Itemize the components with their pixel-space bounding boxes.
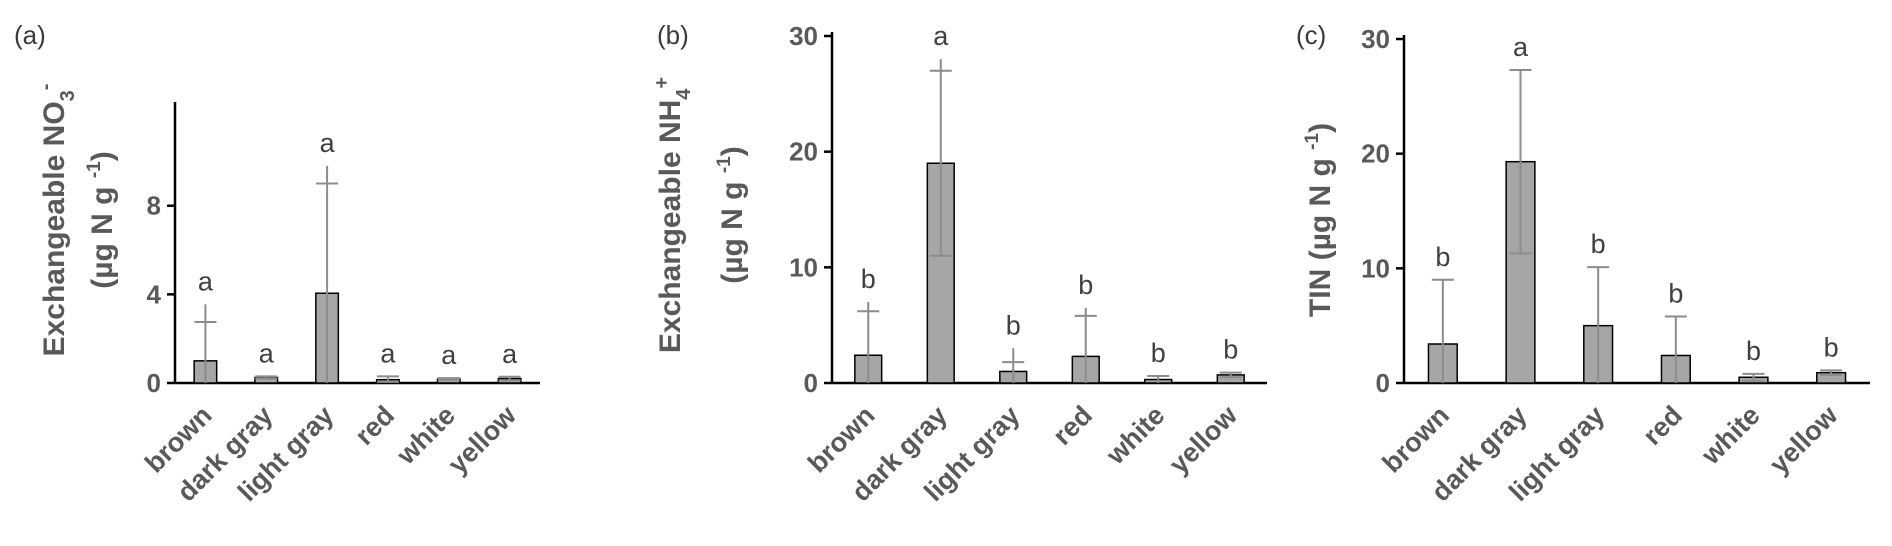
x-tick-label: yellow bbox=[1163, 399, 1243, 479]
significance-letter: a bbox=[1513, 32, 1529, 62]
y-axis-title: TIN (µg N g -1) bbox=[1302, 123, 1337, 317]
panel-label: (b) bbox=[657, 20, 689, 50]
x-tick-label: brown bbox=[1377, 400, 1455, 478]
significance-letter: b bbox=[1151, 338, 1166, 368]
y-axis-title: Exchangeable NO3-(µg N g -1) bbox=[35, 84, 119, 357]
y-axis-title-line2: (µg N g -1) bbox=[714, 146, 749, 284]
significance-letter: a bbox=[259, 338, 275, 368]
y-axis-title-text: TIN (µg N g -1) bbox=[1302, 123, 1337, 317]
significance-letter: b bbox=[861, 264, 876, 294]
x-tick-label: white bbox=[1695, 400, 1766, 471]
significance-letter: b bbox=[1746, 336, 1761, 366]
significance-letter: b bbox=[1668, 278, 1683, 308]
panel-label: (a) bbox=[14, 20, 46, 50]
y-tick-label: 10 bbox=[789, 252, 818, 282]
y-axis-title-line2: (µg N g -1) bbox=[84, 151, 119, 289]
x-tick-label: yellow bbox=[1764, 399, 1844, 479]
significance-letter: a bbox=[320, 128, 336, 158]
x-tick-label: yellow bbox=[442, 399, 522, 479]
x-tick-label: red bbox=[1637, 400, 1688, 451]
y-tick-label: 20 bbox=[1361, 139, 1390, 169]
significance-letter: a bbox=[198, 266, 214, 296]
significance-letter: a bbox=[380, 338, 396, 368]
y-tick-label: 10 bbox=[1361, 253, 1390, 283]
significance-letter: a bbox=[502, 339, 518, 369]
significance-letter: b bbox=[1078, 270, 1093, 300]
x-tick-label: red bbox=[349, 400, 400, 451]
significance-letter: a bbox=[441, 340, 457, 370]
significance-letter: b bbox=[1223, 335, 1238, 365]
y-tick-label: 8 bbox=[147, 191, 161, 221]
y-tick-label: 0 bbox=[1376, 368, 1390, 398]
significance-letter: b bbox=[1591, 229, 1606, 259]
significance-letter: b bbox=[1006, 310, 1021, 340]
y-tick-label: 30 bbox=[789, 21, 818, 51]
significance-letter: b bbox=[1435, 242, 1450, 272]
x-tick-label: white bbox=[1100, 400, 1171, 471]
significance-letter: b bbox=[1824, 332, 1839, 362]
y-tick-label: 4 bbox=[147, 279, 162, 309]
y-tick-label: 20 bbox=[789, 137, 818, 167]
panel-label: (c) bbox=[1296, 20, 1326, 50]
y-axis-title-line1: Exchangeable NH4+ bbox=[651, 77, 695, 353]
y-axis-title: Exchangeable NH4+ (µg N g -1) bbox=[651, 77, 749, 353]
y-axis-title-line1: Exchangeable NO3- bbox=[35, 84, 79, 357]
significance-letter: a bbox=[933, 21, 949, 51]
y-tick-label: 0 bbox=[804, 368, 818, 398]
x-tick-label: red bbox=[1047, 400, 1098, 451]
y-tick-label: 0 bbox=[147, 368, 161, 398]
panel-b: (b) 0 10 20 30 Exchangeable NH4+ (µg N g -1) b b… bbox=[651, 20, 1267, 507]
y-tick-label: 30 bbox=[1361, 24, 1390, 54]
